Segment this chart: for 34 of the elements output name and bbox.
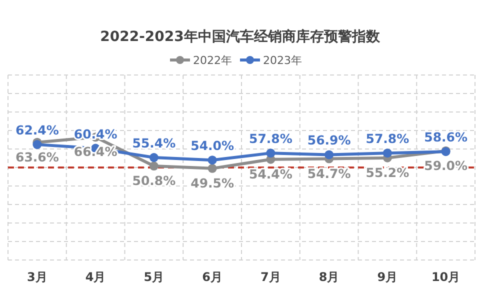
x-tick-label: 5月 xyxy=(144,270,164,284)
data-label: 49.5% xyxy=(190,175,234,190)
data-label: 54.4% xyxy=(249,166,293,182)
data-label: 55.4% xyxy=(132,136,176,151)
x-tick-label: 6月 xyxy=(202,270,222,284)
data-label: 58.6% xyxy=(424,130,468,145)
data-label: 60.4% xyxy=(74,126,118,142)
chart-title: 2022-2023年中国汽车经销商库存预警指数 xyxy=(100,28,381,45)
data-label: 55.2% xyxy=(366,164,410,180)
data-label: 57.8% xyxy=(249,131,293,146)
point xyxy=(382,148,392,158)
x-tick-label: 8月 xyxy=(318,270,340,284)
legend-label: 2023年 xyxy=(263,54,302,67)
point xyxy=(208,156,217,165)
data-label: 59.0% xyxy=(424,158,468,173)
point xyxy=(324,150,334,160)
x-tick-label: 10月 xyxy=(431,270,460,284)
point xyxy=(32,140,42,150)
data-label: 62.4% xyxy=(16,122,60,138)
data-label: 56.9% xyxy=(307,132,352,148)
point xyxy=(149,162,158,171)
point xyxy=(266,148,276,158)
point xyxy=(208,164,217,173)
x-tick-label: 7月 xyxy=(260,270,281,284)
x-tick-label: 9月 xyxy=(377,270,398,284)
legend-label: 2022年 xyxy=(193,54,232,67)
x-tick-label: 4月 xyxy=(85,270,106,284)
data-label: 57.8% xyxy=(366,131,410,146)
data-label: 50.8% xyxy=(132,173,176,188)
data-label: 54.0% xyxy=(190,138,234,154)
point xyxy=(149,153,158,162)
x-tick-label: 3月 xyxy=(27,270,48,284)
data-label: 63.6% xyxy=(16,149,60,164)
data-label: 54.7% xyxy=(307,166,352,181)
